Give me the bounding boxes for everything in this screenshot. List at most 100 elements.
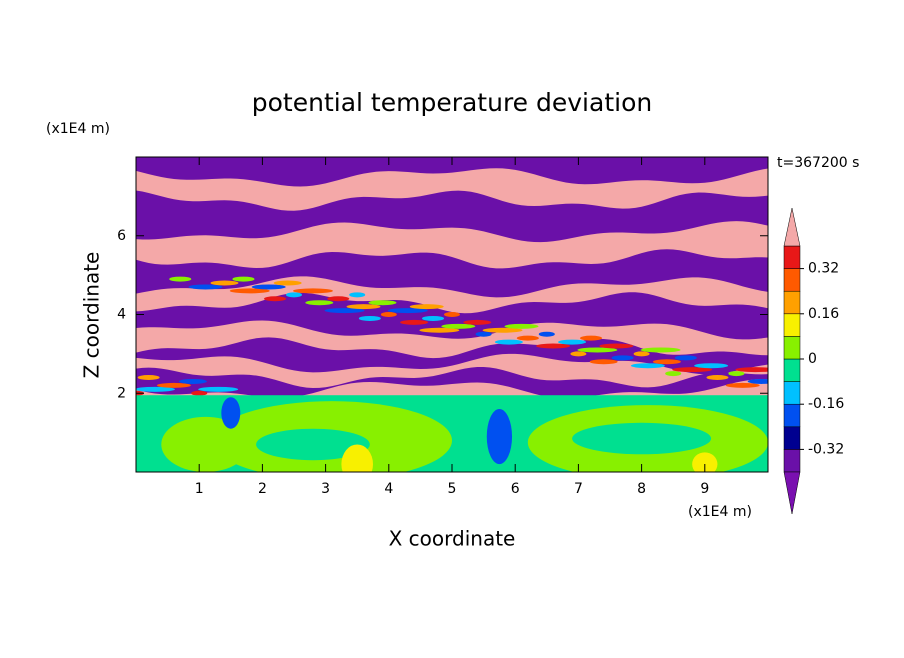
field-region — [486, 409, 513, 465]
colorbar-box — [783, 358, 801, 382]
field-region — [692, 452, 718, 472]
field-region — [286, 292, 302, 298]
colorbar-extend — [783, 207, 801, 247]
field-region — [640, 347, 681, 353]
field-region — [672, 367, 713, 373]
time-label: t=367200 s — [777, 155, 859, 171]
field-region — [504, 323, 539, 329]
field-region — [221, 397, 241, 429]
field-region — [380, 312, 397, 317]
field-region — [633, 351, 650, 357]
field-region — [558, 339, 587, 345]
x-unit: (x1E4 m) — [688, 504, 752, 520]
x-tick-label: 1 — [195, 481, 204, 497]
field-region — [161, 416, 250, 472]
field-region — [198, 386, 239, 392]
field-region — [169, 276, 192, 282]
field-region — [210, 280, 239, 286]
field-region — [136, 386, 175, 392]
field-region — [422, 315, 445, 321]
field-region — [599, 343, 634, 349]
field-region — [305, 300, 334, 306]
x-axis-label: X coordinate — [389, 527, 516, 551]
colorbar-box — [783, 268, 801, 292]
field-region — [538, 331, 555, 337]
colorbar-box — [783, 290, 801, 315]
field-region — [256, 428, 370, 461]
colorbar-box — [783, 313, 801, 337]
field-region — [536, 343, 571, 349]
field-region — [747, 378, 768, 384]
x-tick-label: 3 — [321, 481, 330, 497]
y-tick-label: 4 — [117, 307, 126, 323]
colorbar-box — [783, 381, 801, 405]
field-region — [694, 363, 729, 369]
y-unit: (x1E4 m) — [46, 121, 110, 137]
field — [136, 157, 768, 472]
colorbar-box — [783, 403, 801, 428]
field-region — [409, 304, 444, 310]
field-region — [444, 312, 460, 317]
field-region — [341, 444, 373, 472]
field-region — [706, 375, 729, 380]
field-region — [400, 319, 429, 325]
field-region — [251, 284, 286, 290]
field-region — [324, 308, 365, 314]
field-region — [229, 288, 270, 294]
field-region — [674, 355, 697, 361]
field-region — [611, 355, 634, 361]
field-region — [264, 296, 287, 302]
colorbar-tick-label: 0 — [808, 351, 817, 367]
field-region — [368, 300, 397, 306]
x-tick-label: 9 — [700, 481, 709, 497]
field-region — [346, 304, 381, 310]
x-tick-label: 6 — [511, 481, 520, 497]
colorbar-extend — [783, 471, 801, 515]
field-region — [572, 422, 712, 455]
x-tick-label: 2 — [258, 481, 267, 497]
colorbar-box — [783, 449, 801, 473]
field-region — [292, 288, 333, 294]
colorbar-box — [783, 336, 801, 360]
y-tick-label: 6 — [117, 228, 126, 244]
field-region — [735, 367, 768, 373]
field-region — [665, 371, 682, 377]
colorbar-tick-label: 0.32 — [808, 261, 839, 277]
field-region — [630, 363, 665, 369]
field-region — [441, 323, 476, 329]
field-region — [725, 382, 760, 388]
field-region — [188, 284, 223, 290]
field-region — [327, 296, 350, 302]
field-region — [349, 292, 366, 298]
field-region — [273, 280, 302, 286]
x-tick-label: 7 — [574, 481, 583, 497]
colorbar-tick-label: -0.16 — [808, 396, 844, 412]
field-region — [232, 276, 255, 282]
x-tick-label: 8 — [637, 481, 646, 497]
field-region — [136, 157, 768, 187]
field-region — [570, 351, 587, 357]
colorbar-tick-label: 0.16 — [808, 306, 839, 322]
field-region — [463, 319, 492, 325]
field-region — [156, 382, 191, 388]
field-region — [136, 190, 768, 243]
field-region — [516, 335, 539, 341]
field-region — [136, 367, 768, 399]
x-tick-label: 5 — [448, 481, 457, 497]
field-region — [358, 315, 381, 321]
field-region — [580, 335, 603, 341]
colorbar-tick-label: -0.32 — [808, 441, 844, 457]
field-region — [589, 359, 618, 365]
field-region — [652, 359, 681, 365]
x-tick-label: 4 — [384, 481, 393, 497]
field-region — [482, 327, 523, 333]
field-region — [136, 249, 768, 298]
colorbar-box — [783, 426, 801, 450]
y-tick-label: 2 — [117, 385, 126, 401]
field-region — [728, 371, 745, 377]
colorbar-box — [783, 245, 801, 269]
field-region — [419, 327, 460, 333]
field-region — [577, 347, 618, 353]
field-region — [387, 308, 428, 314]
